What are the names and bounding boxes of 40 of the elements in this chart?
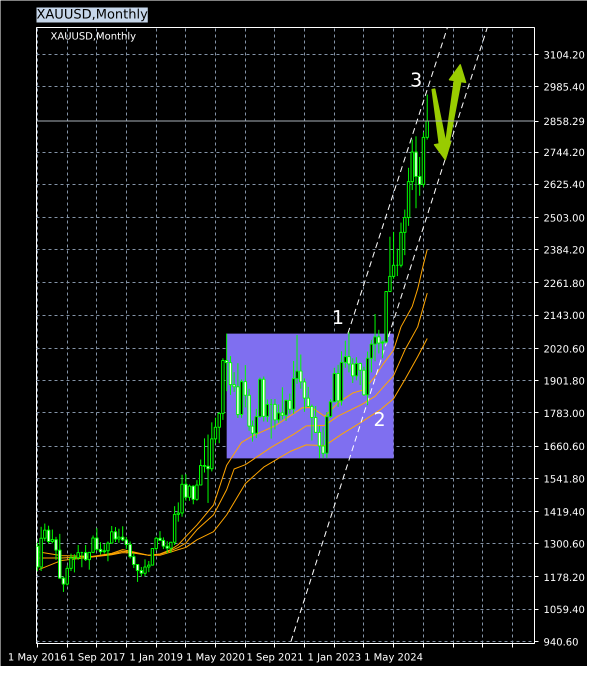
y-tick-label: 2503.00 xyxy=(544,213,585,224)
y-tick-label: 2744.20 xyxy=(544,148,585,160)
chart-title: XAUUSD,Monthly xyxy=(36,8,148,22)
candlestick xyxy=(162,536,166,550)
y-tick-label: 2143.00 xyxy=(544,311,585,322)
candlestick xyxy=(354,356,358,381)
x-tick-label: 1 Jan 2023 xyxy=(308,652,362,664)
y-tick-label: 1901.80 xyxy=(544,376,585,388)
x-tick-label: 1 Sep 2021 xyxy=(246,652,304,664)
y-tick-label: 3104.20 xyxy=(544,50,585,62)
y-tick-label: 2020.60 xyxy=(544,344,585,356)
x-tick-label: 1 May 2020 xyxy=(186,652,245,664)
y-tick-label: 1178.20 xyxy=(544,572,585,584)
candlestick xyxy=(280,386,284,420)
x-tick-label: 1 May 2016 xyxy=(8,652,67,664)
annotation: 1 xyxy=(332,307,344,330)
chart-subtitle: XAUUSD,Monthly xyxy=(50,32,136,42)
x-tick-label: 1 May 2024 xyxy=(364,652,423,664)
annotation: 2 xyxy=(374,409,386,432)
candlestick xyxy=(95,528,99,552)
y-tick-label: 2985.40 xyxy=(544,82,585,94)
x-tick-label: 1 Sep 2017 xyxy=(68,652,126,664)
y-tick-label: 1783.00 xyxy=(544,408,585,420)
y-tick-label: 1419.40 xyxy=(544,508,585,519)
y-tick-label: 1300.60 xyxy=(544,540,585,551)
annotation: 3 xyxy=(410,70,422,92)
candlestick xyxy=(192,484,195,505)
x-tick-label: 1 Jan 2019 xyxy=(129,652,184,664)
ref-line-label: 2858.29 xyxy=(544,117,585,128)
candlestick xyxy=(114,526,118,543)
candlestick xyxy=(117,528,121,544)
y-tick-label: 1660.60 xyxy=(544,442,585,454)
y-tick-label: 1541.80 xyxy=(544,474,585,486)
candlestick xyxy=(165,540,169,554)
candlestick xyxy=(46,525,50,544)
y-tick-label: 940.60 xyxy=(544,637,578,648)
y-tick-label: 1059.40 xyxy=(544,605,585,616)
y-tick-label: 2384.20 xyxy=(544,246,585,257)
y-tick-label: 2625.40 xyxy=(544,180,585,192)
y-tick-label: 2261.80 xyxy=(544,278,585,290)
